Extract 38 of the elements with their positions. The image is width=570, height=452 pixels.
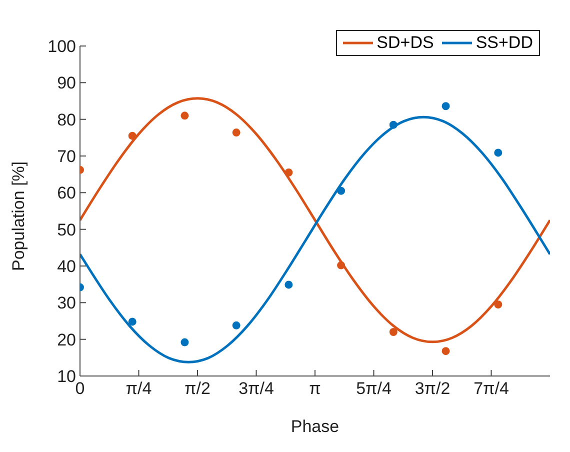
point — [128, 132, 136, 140]
legend-label: SS+DD — [476, 33, 533, 53]
point — [284, 168, 293, 176]
x-tick-label: 3π/2 — [414, 379, 450, 398]
point — [494, 148, 502, 157]
x-tick-label: 7π/4 — [474, 379, 509, 398]
x-tick-label: 0 — [75, 379, 85, 398]
x-axis-title: Phase — [290, 417, 340, 436]
point — [232, 128, 240, 137]
legend-label: SD+DS — [376, 33, 434, 53]
y-tick-label: 50 — [57, 220, 76, 240]
y-tick-label: 20 — [57, 330, 76, 350]
y-tick-label: 30 — [57, 294, 76, 313]
point — [180, 338, 189, 346]
x-tick-label: 3π/4 — [238, 379, 274, 398]
y-tick-label: 40 — [57, 257, 76, 276]
y-tick-label: 100 — [48, 37, 76, 56]
point — [128, 318, 136, 326]
point — [180, 112, 189, 120]
x-tick-label: π — [309, 379, 321, 398]
y-tick-label: 70 — [57, 147, 76, 166]
x-tick-label: 5π/4 — [356, 379, 392, 398]
point — [442, 347, 450, 356]
point — [442, 102, 450, 110]
point — [389, 328, 398, 336]
point — [284, 280, 293, 289]
y-tick-label: 60 — [57, 184, 76, 203]
point — [337, 186, 346, 195]
point — [232, 321, 240, 330]
x-tick-label: π/4 — [126, 379, 152, 398]
point — [337, 261, 346, 270]
y-tick-label: 10 — [57, 367, 76, 386]
y-axis-title: Population [%] — [9, 161, 28, 271]
point — [389, 120, 398, 129]
y-tick-label: 80 — [57, 110, 76, 130]
point — [494, 300, 502, 308]
y-tick-label: 90 — [57, 74, 76, 93]
x-tick-label: π/2 — [184, 379, 210, 398]
